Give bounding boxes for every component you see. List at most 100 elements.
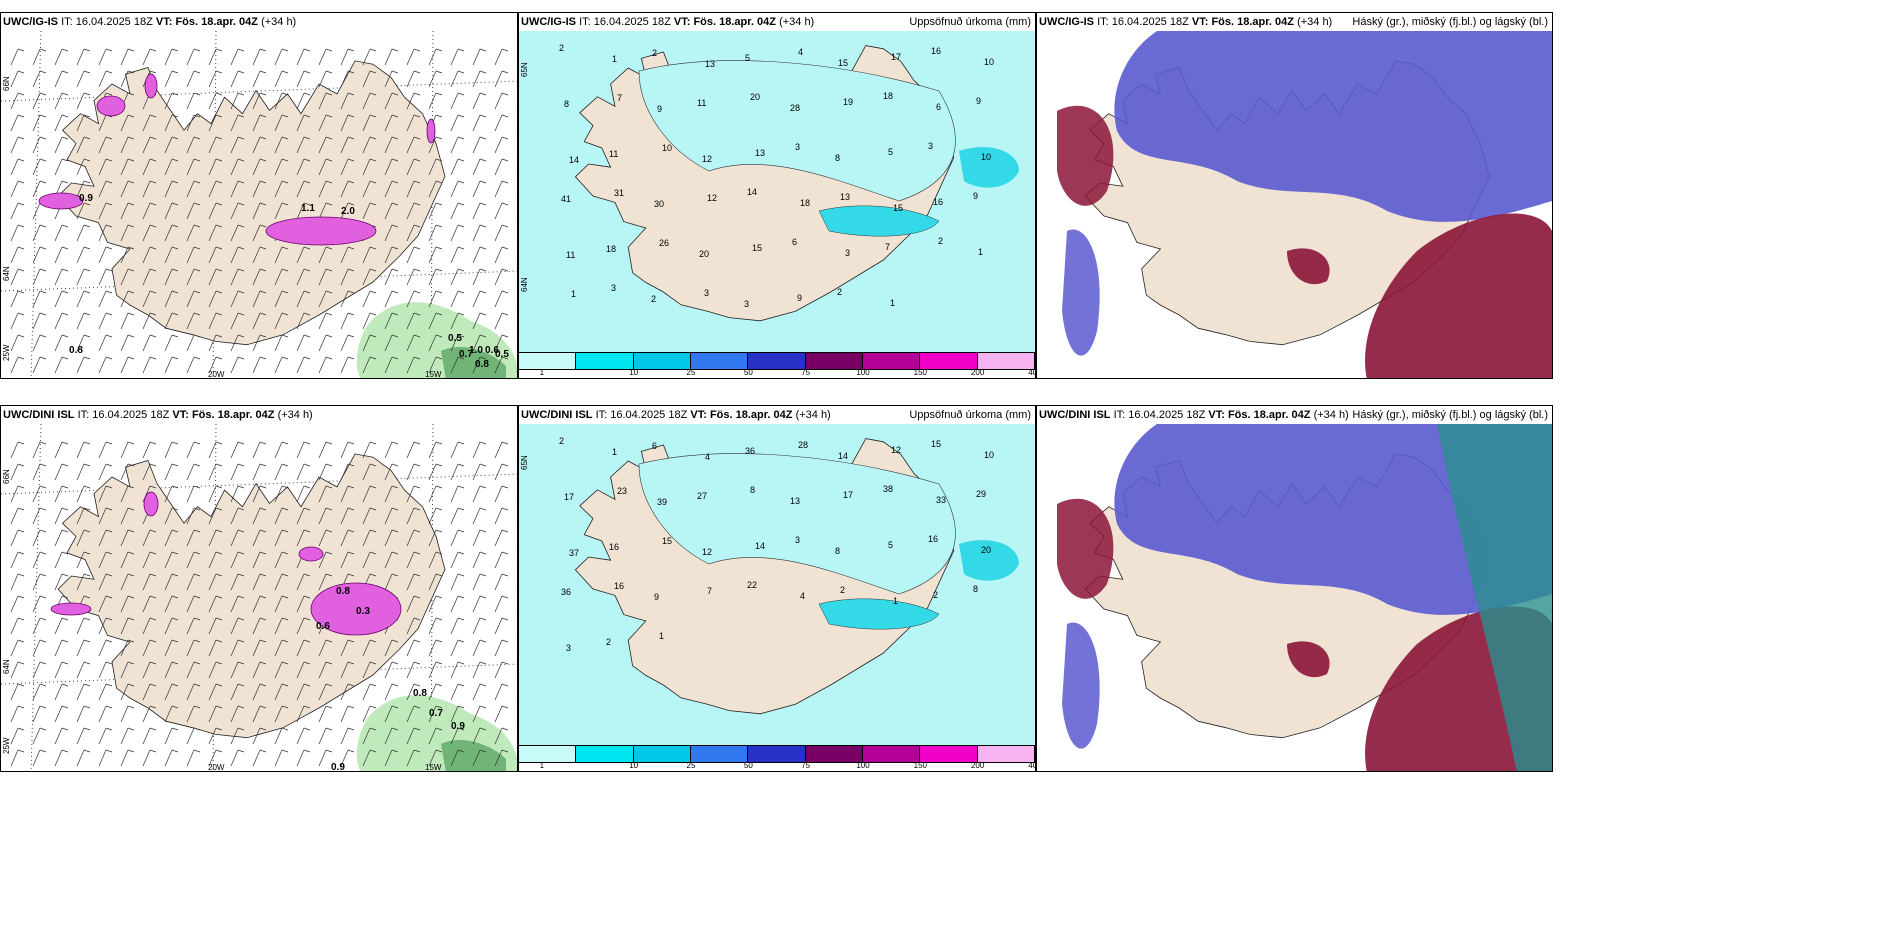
wind-barb (142, 551, 157, 569)
wind-barb (450, 92, 465, 110)
wind-barb (296, 246, 311, 264)
wind-barb (450, 246, 465, 264)
wind-barb (164, 180, 179, 198)
wind-barb (120, 136, 135, 154)
wind-barb (164, 463, 179, 481)
wind-barb (428, 573, 443, 591)
wind-barb (472, 529, 487, 547)
wind-barb (76, 136, 91, 154)
wind-barb (296, 595, 311, 613)
precip-value-label: 2 (840, 585, 845, 595)
wind-barb (10, 463, 25, 481)
wind-barb (32, 705, 47, 723)
wind-barb (32, 727, 47, 745)
wind-barb (32, 661, 47, 679)
wind-barb (428, 639, 443, 657)
wind-barb (208, 356, 223, 374)
wind-barb (428, 136, 443, 154)
wind-barb (10, 573, 25, 591)
wind-barb (10, 529, 25, 547)
wind-barb (428, 290, 443, 308)
wind-barb (76, 70, 91, 88)
wind-barb (406, 595, 421, 613)
wind-barb (142, 334, 157, 352)
lat-label: 64N (2, 659, 11, 674)
wind-barb (362, 70, 377, 88)
precip-value-label: 3 (795, 535, 800, 545)
wind-barb (142, 202, 157, 220)
wind-barb (76, 573, 91, 591)
wind-barb (76, 617, 91, 635)
colorbar-swatch (977, 353, 1035, 369)
wind-barb (450, 290, 465, 308)
wind-barb (186, 246, 201, 264)
wind-barb (32, 356, 47, 374)
wind-barb (274, 92, 289, 110)
wind-barb (32, 551, 47, 569)
wind-barb (98, 463, 113, 481)
wind-barb (208, 136, 223, 154)
wind-barb (340, 290, 355, 308)
wind-barb (384, 485, 399, 503)
wind-barb (208, 290, 223, 308)
wind-barb (450, 202, 465, 220)
wind-barb (274, 507, 289, 525)
wind-barb (120, 268, 135, 286)
wind-barb (384, 48, 399, 66)
wind-barb (164, 70, 179, 88)
wind-barb (494, 661, 509, 679)
wind-barb (494, 727, 509, 745)
wind-barb (10, 749, 25, 767)
wind-barb (450, 639, 465, 657)
wind-barb (76, 463, 91, 481)
colorbar-tick-label: 1 (539, 368, 545, 377)
precip-value-label: 13 (840, 192, 850, 202)
precip-value-label: 11 (609, 149, 618, 159)
wind-barb (428, 507, 443, 525)
wind-barb (296, 202, 311, 220)
precip-value-label: 0.5 (448, 333, 462, 344)
wind-barb (230, 551, 245, 569)
precip-value-label: 10 (984, 57, 994, 67)
wind-barb (450, 48, 465, 66)
colorbar-tick-label: 25 (686, 761, 696, 770)
wind-barb (230, 114, 245, 132)
wind-barb (98, 246, 113, 264)
wind-barb (186, 727, 201, 745)
precip-value-label: 17 (564, 492, 574, 502)
wind-barb (10, 683, 25, 701)
wind-barb (340, 485, 355, 503)
wind-barb (340, 92, 355, 110)
precip-blob-pink (310, 582, 402, 636)
wind-barb (76, 48, 91, 66)
wind-barb (406, 551, 421, 569)
wind-barb (54, 92, 69, 110)
wind-barb (494, 441, 509, 459)
wind-barb (142, 441, 157, 459)
wind-barb (164, 268, 179, 286)
wind-barb (406, 573, 421, 591)
wind-barb (472, 48, 487, 66)
wind-barb (32, 180, 47, 198)
wind-barb (472, 705, 487, 723)
precip-value-label: 0.9 (451, 721, 465, 732)
wind-barb (164, 551, 179, 569)
colorbar-tick-label: 50 (743, 368, 753, 377)
wind-barb (142, 290, 157, 308)
wind-barb (98, 312, 113, 330)
wind-barb (252, 268, 267, 286)
wind-barb (428, 356, 443, 374)
wind-barb (98, 158, 113, 176)
wind-barb (164, 114, 179, 132)
wind-barb (230, 180, 245, 198)
wind-barb (76, 114, 91, 132)
wind-barb (296, 356, 311, 374)
wind-barb (120, 70, 135, 88)
wind-barb (274, 485, 289, 503)
wind-barb (208, 312, 223, 330)
wind-barb (186, 290, 201, 308)
wind-barb (10, 595, 25, 613)
precip-value-label: 1.1 (301, 203, 315, 214)
wind-barb (186, 639, 201, 657)
wind-barb (406, 312, 421, 330)
